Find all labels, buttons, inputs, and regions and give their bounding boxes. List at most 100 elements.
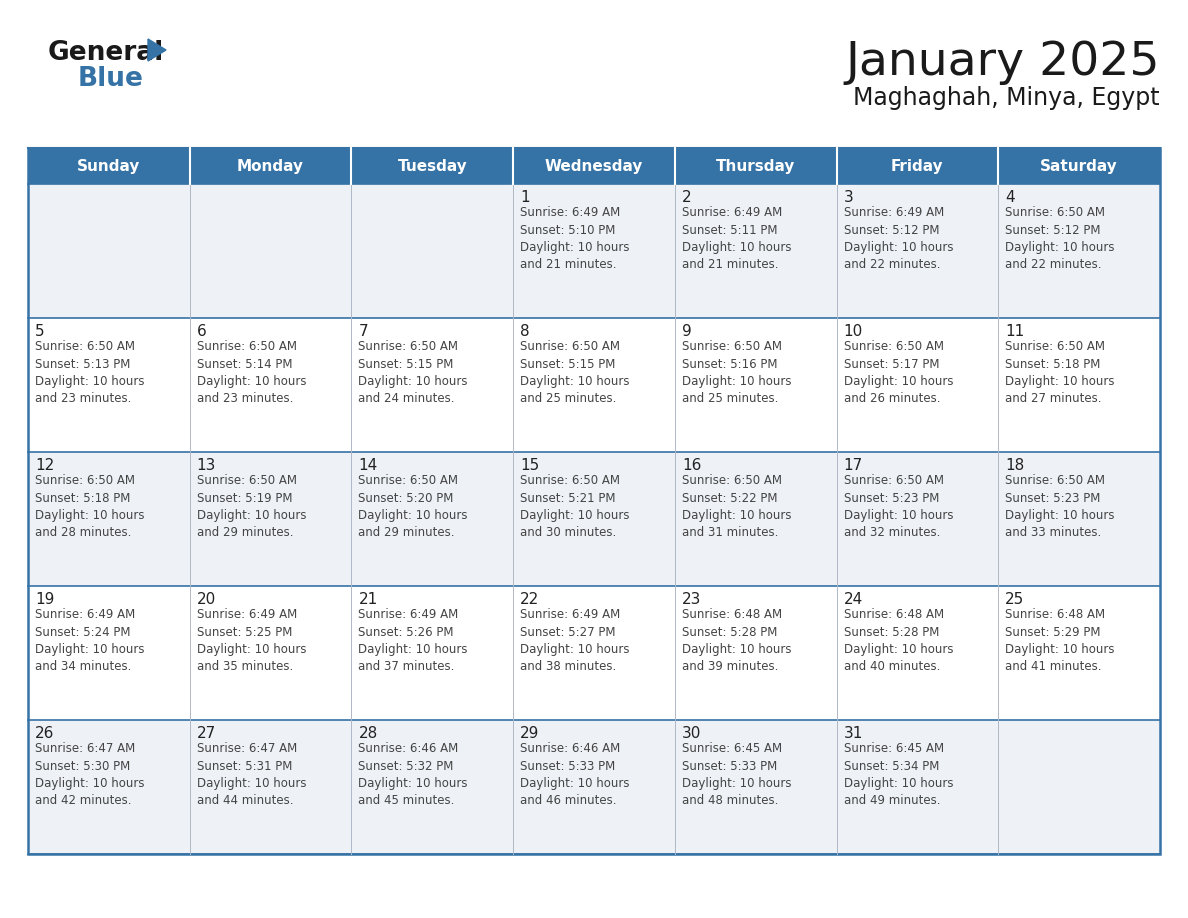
Text: Sunrise: 6:45 AM
Sunset: 5:33 PM
Daylight: 10 hours
and 48 minutes.: Sunrise: 6:45 AM Sunset: 5:33 PM Dayligh…: [682, 742, 791, 808]
Bar: [836, 318, 998, 452]
Text: Sunrise: 6:49 AM
Sunset: 5:27 PM
Daylight: 10 hours
and 38 minutes.: Sunrise: 6:49 AM Sunset: 5:27 PM Dayligh…: [520, 608, 630, 674]
Text: Sunrise: 6:46 AM
Sunset: 5:32 PM
Daylight: 10 hours
and 45 minutes.: Sunrise: 6:46 AM Sunset: 5:32 PM Dayligh…: [359, 742, 468, 808]
Text: Sunrise: 6:45 AM
Sunset: 5:34 PM
Daylight: 10 hours
and 49 minutes.: Sunrise: 6:45 AM Sunset: 5:34 PM Dayligh…: [843, 742, 953, 808]
Text: Sunrise: 6:50 AM
Sunset: 5:17 PM
Daylight: 10 hours
and 26 minutes.: Sunrise: 6:50 AM Sunset: 5:17 PM Dayligh…: [843, 340, 953, 406]
Text: Sunday: Sunday: [77, 159, 140, 174]
Text: 15: 15: [520, 458, 539, 473]
Bar: [513, 184, 675, 318]
Text: Sunrise: 6:50 AM
Sunset: 5:14 PM
Daylight: 10 hours
and 23 minutes.: Sunrise: 6:50 AM Sunset: 5:14 PM Dayligh…: [197, 340, 307, 406]
Text: 23: 23: [682, 592, 701, 607]
Text: 5: 5: [34, 324, 45, 339]
Bar: [352, 586, 513, 720]
Text: Sunrise: 6:50 AM
Sunset: 5:20 PM
Daylight: 10 hours
and 29 minutes.: Sunrise: 6:50 AM Sunset: 5:20 PM Dayligh…: [359, 474, 468, 540]
Bar: [998, 318, 1159, 452]
Text: Maghaghah, Minya, Egypt: Maghaghah, Minya, Egypt: [853, 86, 1159, 110]
Text: 24: 24: [843, 592, 862, 607]
Bar: [29, 452, 190, 586]
Bar: [836, 148, 998, 184]
Text: Sunrise: 6:50 AM
Sunset: 5:13 PM
Daylight: 10 hours
and 23 minutes.: Sunrise: 6:50 AM Sunset: 5:13 PM Dayligh…: [34, 340, 145, 406]
Bar: [190, 452, 352, 586]
Text: 7: 7: [359, 324, 368, 339]
Text: Sunrise: 6:47 AM
Sunset: 5:30 PM
Daylight: 10 hours
and 42 minutes.: Sunrise: 6:47 AM Sunset: 5:30 PM Dayligh…: [34, 742, 145, 808]
Text: Sunrise: 6:48 AM
Sunset: 5:28 PM
Daylight: 10 hours
and 39 minutes.: Sunrise: 6:48 AM Sunset: 5:28 PM Dayligh…: [682, 608, 791, 674]
Text: 3: 3: [843, 190, 853, 205]
Text: Wednesday: Wednesday: [545, 159, 643, 174]
Text: 14: 14: [359, 458, 378, 473]
Text: Sunrise: 6:50 AM
Sunset: 5:23 PM
Daylight: 10 hours
and 33 minutes.: Sunrise: 6:50 AM Sunset: 5:23 PM Dayligh…: [1005, 474, 1114, 540]
Text: 18: 18: [1005, 458, 1024, 473]
Bar: [675, 318, 836, 452]
Bar: [675, 148, 836, 184]
Text: Sunrise: 6:49 AM
Sunset: 5:26 PM
Daylight: 10 hours
and 37 minutes.: Sunrise: 6:49 AM Sunset: 5:26 PM Dayligh…: [359, 608, 468, 674]
Text: 20: 20: [197, 592, 216, 607]
Text: 1: 1: [520, 190, 530, 205]
Text: 17: 17: [843, 458, 862, 473]
Bar: [675, 184, 836, 318]
Bar: [29, 184, 190, 318]
Bar: [29, 318, 190, 452]
Bar: [836, 452, 998, 586]
Bar: [998, 184, 1159, 318]
Bar: [29, 148, 1159, 854]
Bar: [352, 148, 513, 184]
Bar: [190, 318, 352, 452]
Text: Sunrise: 6:49 AM
Sunset: 5:25 PM
Daylight: 10 hours
and 35 minutes.: Sunrise: 6:49 AM Sunset: 5:25 PM Dayligh…: [197, 608, 307, 674]
Bar: [675, 720, 836, 854]
Bar: [836, 720, 998, 854]
Text: 22: 22: [520, 592, 539, 607]
Bar: [352, 318, 513, 452]
Bar: [513, 148, 675, 184]
Text: Sunrise: 6:50 AM
Sunset: 5:18 PM
Daylight: 10 hours
and 27 minutes.: Sunrise: 6:50 AM Sunset: 5:18 PM Dayligh…: [1005, 340, 1114, 406]
Bar: [190, 586, 352, 720]
Bar: [352, 452, 513, 586]
Bar: [29, 148, 190, 184]
Bar: [513, 586, 675, 720]
Text: Tuesday: Tuesday: [398, 159, 467, 174]
Text: 31: 31: [843, 726, 862, 741]
Text: 28: 28: [359, 726, 378, 741]
Text: Blue: Blue: [78, 66, 144, 92]
Text: Friday: Friday: [891, 159, 943, 174]
Text: Sunrise: 6:50 AM
Sunset: 5:12 PM
Daylight: 10 hours
and 22 minutes.: Sunrise: 6:50 AM Sunset: 5:12 PM Dayligh…: [1005, 206, 1114, 272]
Text: Sunrise: 6:50 AM
Sunset: 5:19 PM
Daylight: 10 hours
and 29 minutes.: Sunrise: 6:50 AM Sunset: 5:19 PM Dayligh…: [197, 474, 307, 540]
Bar: [836, 586, 998, 720]
Text: Sunrise: 6:48 AM
Sunset: 5:28 PM
Daylight: 10 hours
and 40 minutes.: Sunrise: 6:48 AM Sunset: 5:28 PM Dayligh…: [843, 608, 953, 674]
Text: Sunrise: 6:50 AM
Sunset: 5:15 PM
Daylight: 10 hours
and 24 minutes.: Sunrise: 6:50 AM Sunset: 5:15 PM Dayligh…: [359, 340, 468, 406]
Bar: [29, 586, 190, 720]
Bar: [998, 586, 1159, 720]
Text: Sunrise: 6:50 AM
Sunset: 5:21 PM
Daylight: 10 hours
and 30 minutes.: Sunrise: 6:50 AM Sunset: 5:21 PM Dayligh…: [520, 474, 630, 540]
Text: 8: 8: [520, 324, 530, 339]
Text: 19: 19: [34, 592, 55, 607]
Bar: [998, 720, 1159, 854]
Polygon shape: [148, 39, 166, 61]
Text: 2: 2: [682, 190, 691, 205]
Text: 25: 25: [1005, 592, 1024, 607]
Text: 12: 12: [34, 458, 55, 473]
Text: Sunrise: 6:50 AM
Sunset: 5:15 PM
Daylight: 10 hours
and 25 minutes.: Sunrise: 6:50 AM Sunset: 5:15 PM Dayligh…: [520, 340, 630, 406]
Bar: [352, 184, 513, 318]
Text: Sunrise: 6:49 AM
Sunset: 5:24 PM
Daylight: 10 hours
and 34 minutes.: Sunrise: 6:49 AM Sunset: 5:24 PM Dayligh…: [34, 608, 145, 674]
Text: Monday: Monday: [238, 159, 304, 174]
Text: Sunrise: 6:49 AM
Sunset: 5:12 PM
Daylight: 10 hours
and 22 minutes.: Sunrise: 6:49 AM Sunset: 5:12 PM Dayligh…: [843, 206, 953, 272]
Bar: [675, 452, 836, 586]
Text: 11: 11: [1005, 324, 1024, 339]
Bar: [998, 148, 1159, 184]
Bar: [513, 720, 675, 854]
Text: 30: 30: [682, 726, 701, 741]
Text: 21: 21: [359, 592, 378, 607]
Text: 9: 9: [682, 324, 691, 339]
Bar: [190, 720, 352, 854]
Text: Sunrise: 6:49 AM
Sunset: 5:11 PM
Daylight: 10 hours
and 21 minutes.: Sunrise: 6:49 AM Sunset: 5:11 PM Dayligh…: [682, 206, 791, 272]
Text: Thursday: Thursday: [716, 159, 796, 174]
Bar: [513, 452, 675, 586]
Text: 13: 13: [197, 458, 216, 473]
Text: 16: 16: [682, 458, 701, 473]
Bar: [836, 184, 998, 318]
Bar: [190, 148, 352, 184]
Text: 6: 6: [197, 324, 207, 339]
Text: Sunrise: 6:50 AM
Sunset: 5:22 PM
Daylight: 10 hours
and 31 minutes.: Sunrise: 6:50 AM Sunset: 5:22 PM Dayligh…: [682, 474, 791, 540]
Text: 4: 4: [1005, 190, 1015, 205]
Text: Sunrise: 6:49 AM
Sunset: 5:10 PM
Daylight: 10 hours
and 21 minutes.: Sunrise: 6:49 AM Sunset: 5:10 PM Dayligh…: [520, 206, 630, 272]
Text: 27: 27: [197, 726, 216, 741]
Bar: [29, 720, 190, 854]
